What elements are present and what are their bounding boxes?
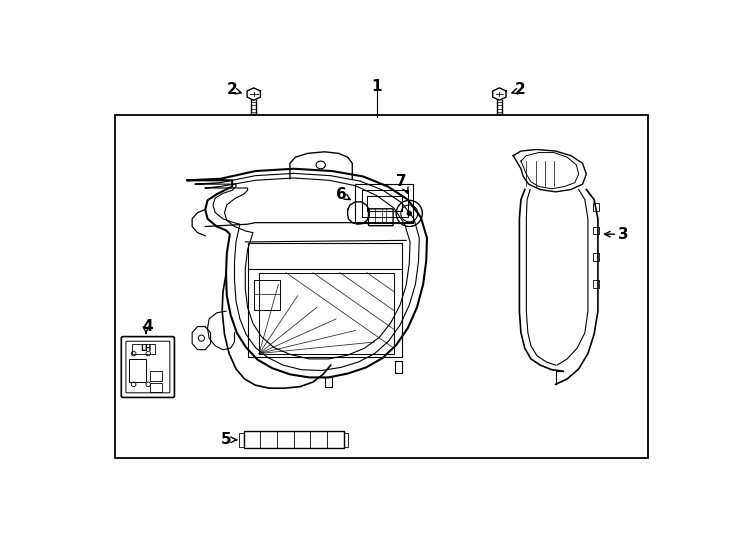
Text: 7: 7: [396, 174, 407, 190]
Text: LH: LH: [140, 343, 152, 353]
Polygon shape: [247, 88, 261, 100]
Text: 4: 4: [142, 319, 153, 334]
Bar: [115, 115, 648, 457]
Bar: [592, 280, 599, 288]
Bar: [592, 253, 599, 261]
Text: 5: 5: [221, 433, 231, 447]
Bar: [344, 433, 349, 447]
Bar: [132, 345, 155, 354]
Bar: [592, 226, 599, 234]
Text: 2: 2: [515, 82, 526, 97]
Text: 6: 6: [336, 187, 347, 201]
Text: 2: 2: [227, 82, 238, 97]
Bar: [367, 195, 401, 211]
Polygon shape: [493, 88, 506, 100]
Circle shape: [407, 211, 412, 215]
Bar: [129, 359, 146, 382]
Bar: [592, 204, 599, 211]
Bar: [150, 372, 162, 381]
FancyBboxPatch shape: [121, 336, 175, 397]
Text: 1: 1: [371, 79, 382, 94]
Bar: [244, 431, 344, 448]
Bar: [150, 383, 162, 392]
Text: 3: 3: [618, 227, 628, 242]
Bar: [239, 433, 244, 447]
